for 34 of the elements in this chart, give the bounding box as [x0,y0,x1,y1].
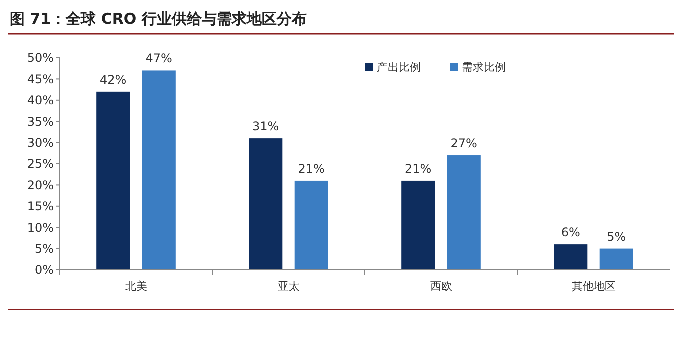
legend-label: 需求比例 [462,61,506,74]
bar [96,92,130,270]
bar [447,156,481,270]
y-tick-label: 5% [34,242,54,256]
y-tick-label: 25% [27,157,54,172]
y-tick-label: 0% [34,263,54,278]
data-label: 21% [405,162,432,176]
y-tick-label: 40% [27,94,54,108]
y-tick-label: 20% [27,178,54,192]
data-label: 47% [146,52,172,66]
bar [554,244,588,270]
data-label: 6% [561,226,580,240]
legend-label: 产出比例 [377,61,421,74]
bar [142,70,176,270]
y-tick-label: 30% [27,136,54,150]
y-tick-label: 15% [27,200,54,214]
data-label: 27% [450,136,478,151]
data-label: 5% [607,230,626,244]
y-tick-label: 45% [27,72,54,86]
y-tick-label: 35% [27,114,54,129]
x-tick-label: 亚太 [278,280,300,293]
chart-title: 图 71：全球 CRO 行业供给与需求地区分布 [10,10,307,28]
x-tick-label: 西欧 [430,280,452,293]
data-label: 21% [298,162,325,176]
bar [600,248,634,270]
x-tick-label: 其他地区 [572,280,616,293]
bar [294,180,328,270]
bar [249,138,283,270]
data-label: 31% [252,120,280,134]
x-tick-label: 北美 [125,280,148,293]
y-tick-label: 10% [27,220,54,235]
y-tick-label: 50% [27,51,54,66]
bar [402,180,436,270]
data-label: 42% [100,72,127,87]
